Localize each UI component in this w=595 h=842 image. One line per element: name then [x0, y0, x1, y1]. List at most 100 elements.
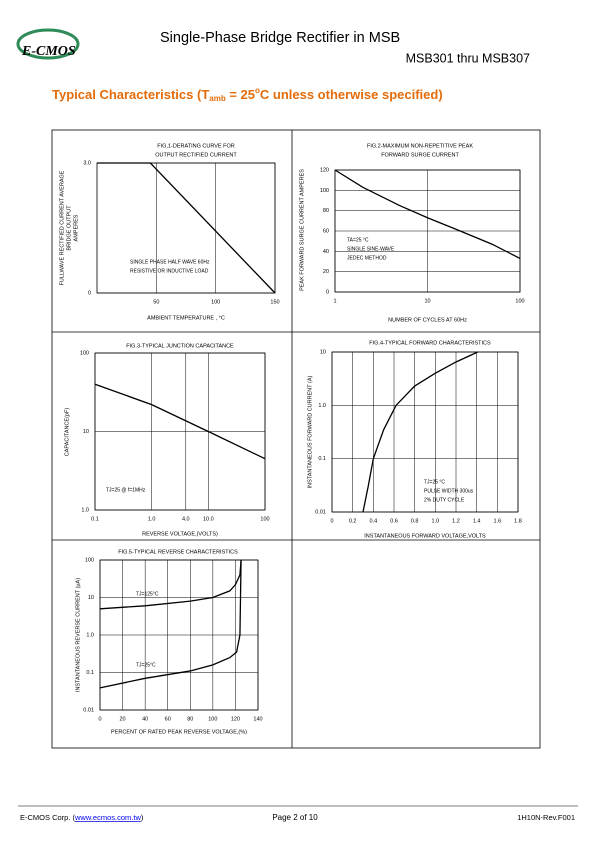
- y-tick-label: 100: [80, 350, 89, 356]
- x-tick-label: 1.0: [148, 516, 156, 522]
- chart-title: FIG.4-TYPICAL FORWARD CHARACTERISTICS: [369, 340, 491, 346]
- chart-title: FIG.2-MAXIMUM NON-REPETITIVE PEAK: [367, 143, 473, 149]
- x-tick-label: 40: [142, 716, 148, 722]
- x-axis-label: INSTANTANEOUS FORWARD VOLTAGE,VOLTS: [364, 533, 486, 539]
- x-tick-label: 60: [165, 716, 171, 722]
- y-tick-label: 20: [323, 269, 329, 275]
- curve: [99, 559, 242, 610]
- curve: [362, 351, 478, 513]
- y-axis-label: INSTANTANEOUS REVERSE CURRENT (μA): [75, 578, 81, 692]
- x-tick-label: 20: [120, 716, 126, 722]
- x-tick-label: 140: [253, 716, 262, 722]
- y-tick-label: 10: [320, 349, 326, 355]
- chart-title: FIG.3-TYPICAL JUNCTION CAPACITANCE: [126, 343, 234, 349]
- section-title-part: = 25: [226, 87, 255, 102]
- series-label: TJ=25°C: [136, 662, 156, 668]
- y-tick-label: 120: [320, 167, 329, 173]
- y-tick-label: 3.0: [83, 160, 91, 166]
- annotation: 2% DUTY CYCLE: [424, 497, 465, 503]
- x-tick-label: 100: [260, 516, 269, 522]
- section-title-part: C unless otherwise specified): [260, 87, 443, 102]
- x-axis-label: AMBIENT TEMPERATURE , °C: [147, 315, 225, 321]
- section-title-part: Typical Characteristics (T: [52, 87, 209, 102]
- x-tick-label: 100: [515, 298, 524, 304]
- y-tick-label: 80: [323, 208, 329, 214]
- section-title: Typical Characteristics (Tamb = 25oC unl…: [52, 86, 443, 103]
- y-axis-label: CAPACITANCE(pF): [64, 408, 70, 457]
- table-border: [51, 129, 541, 749]
- y-tick-label: 10: [88, 595, 94, 601]
- y-axis-label: FULLWAVE RECTIFIED CURRENT AVERAGE: [59, 170, 65, 285]
- footer-text: ): [141, 813, 144, 822]
- x-tick-label: 0.1: [91, 516, 99, 522]
- x-tick-label: 100: [211, 299, 220, 305]
- x-tick-label: 0.2: [349, 518, 357, 524]
- logo-swoosh: [16, 28, 80, 60]
- chart-title: FORWARD SURGE CURRENT: [381, 152, 459, 158]
- curve: [99, 559, 242, 689]
- y-tick-label: 0.1: [318, 456, 326, 462]
- y-axis-label: AMPERES: [73, 214, 79, 241]
- y-axis-label: INSTANTANEOUS FORWARD CURRENT (A): [307, 375, 313, 488]
- footer-text: E-CMOS Corp. (: [20, 813, 76, 822]
- x-tick-label: 0.8: [411, 518, 419, 524]
- y-tick-label: 1.0: [81, 507, 89, 513]
- y-tick-label: 0: [88, 290, 91, 296]
- y-tick-label: 10: [83, 429, 89, 435]
- logo: E-CMOS: [21, 44, 76, 59]
- x-tick-label: 100: [208, 716, 217, 722]
- x-tick-label: 10: [424, 298, 430, 304]
- x-tick-label: 0: [98, 716, 101, 722]
- y-tick-label: 0: [326, 289, 329, 295]
- x-tick-label: 1.4: [473, 518, 481, 524]
- y-tick-label: 100: [320, 188, 329, 194]
- annotation: RESISTIVE OR INDUCTIVE LOAD: [130, 268, 209, 274]
- page-number: Page 2 of 10: [272, 813, 318, 822]
- annotation: PULSE WIDTH 300us: [424, 488, 474, 494]
- annotation: SINGLE PHASE HALF WAVE 60Hz: [130, 259, 210, 265]
- series-label: TJ=125°C: [136, 591, 159, 597]
- x-tick-label: 10.0: [203, 516, 214, 522]
- section-title-sub: amb: [209, 94, 226, 103]
- section-title-sup: o: [255, 86, 260, 95]
- x-axis-label: PERCENT OF RATED PEAK REVERSE VOLTAGE,(%…: [111, 729, 247, 735]
- annotation: SINGLE SINE-WAVE: [347, 246, 395, 252]
- x-tick-label: 1.0: [432, 518, 440, 524]
- chart-title: FIG.1-DERATING CURVE FOR: [157, 143, 234, 149]
- y-axis-label: BRIDGE OUTPUT: [66, 205, 72, 251]
- x-tick-label: 4.0: [182, 516, 190, 522]
- x-axis-label: REVERSE VOLTAGE,(VOLTS): [142, 531, 218, 537]
- x-tick-label: 1.6: [494, 518, 502, 524]
- annotation: TA=25 °C: [347, 237, 369, 243]
- y-tick-label: 1.0: [86, 632, 94, 638]
- x-tick-label: 0: [330, 518, 333, 524]
- curve: [94, 383, 266, 460]
- x-tick-label: 1: [333, 298, 336, 304]
- chart-title: OUTPUT RECTIFIED CURRENT: [155, 152, 237, 158]
- footer-link[interactable]: www.ecmos.com.tw: [74, 813, 141, 822]
- annotation: TJ=25 @ f=1MHz: [106, 487, 146, 493]
- y-tick-label: 1.0: [318, 403, 326, 409]
- x-tick-label: 150: [270, 299, 279, 305]
- y-tick-label: 100: [85, 557, 94, 563]
- annotation: TJ=25 °C: [424, 479, 445, 485]
- x-tick-label: 0.6: [390, 518, 398, 524]
- table-frame: [51, 129, 541, 749]
- y-axis-label: PEAK FORWARD SURGE CURRENT AMPERES: [299, 169, 305, 291]
- y-tick-label: 0.1: [86, 670, 94, 676]
- x-tick-label: 1.8: [514, 518, 522, 524]
- annotation: JEDEC METHOD: [347, 255, 387, 261]
- x-tick-label: 80: [187, 716, 193, 722]
- x-tick-label: 0.4: [370, 518, 378, 524]
- footer-company: E-CMOS Corp. (www.ecmos.com.tw): [20, 813, 144, 822]
- x-tick-label: 1.2: [452, 518, 460, 524]
- y-tick-label: 60: [323, 228, 329, 234]
- revision: 1H10N-Rev.F001: [517, 813, 575, 822]
- y-tick-label: 40: [323, 249, 329, 255]
- curve: [97, 162, 276, 294]
- part-number: MSB301 thru MSB307: [406, 51, 530, 65]
- doc-title: Single-Phase Bridge Rectifier in MSB: [160, 30, 400, 46]
- x-axis-label: NUMBER OF CYCLES AT 60Hz: [388, 317, 467, 323]
- y-tick-label: 0.01: [315, 509, 326, 515]
